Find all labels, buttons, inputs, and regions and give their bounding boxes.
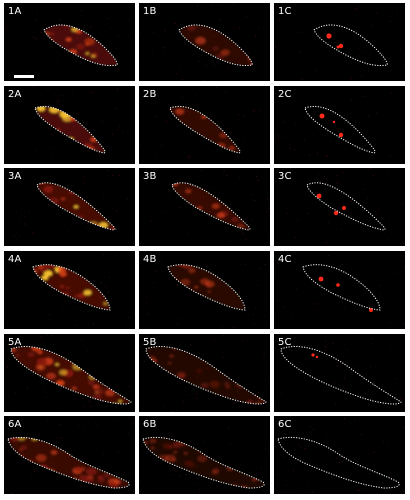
cell-outline	[304, 106, 376, 154]
panel-label: 1A	[8, 6, 22, 17]
signal-spot	[333, 210, 339, 216]
micrograph-panel: 4B	[139, 251, 270, 329]
panel-label: 4A	[8, 254, 22, 265]
cell-outline	[167, 264, 246, 311]
cell-outline	[280, 346, 402, 405]
micrograph-panel: 2C	[274, 86, 405, 164]
signal-spot	[338, 132, 344, 138]
panel-label: 6A	[8, 419, 22, 430]
panel-label: 1B	[143, 6, 157, 17]
signal-spot	[332, 120, 336, 124]
micrograph-panel: 2A	[4, 86, 135, 164]
micrograph-image	[7, 416, 135, 494]
cell-outline	[302, 264, 381, 311]
micrograph-panel: 2B	[139, 86, 270, 164]
cell-outline	[306, 182, 386, 231]
signal-spot	[319, 113, 325, 119]
micrograph-image	[4, 10, 135, 81]
panel-label: 5A	[8, 337, 22, 348]
cell-outline	[43, 24, 118, 66]
micrograph-image	[150, 170, 269, 242]
micrograph-panel: 3B	[139, 168, 270, 246]
cell-outline	[32, 264, 111, 311]
panel-label: 4B	[143, 254, 157, 265]
panel-label: 1C	[278, 6, 292, 17]
micrograph-panel: 4C	[274, 251, 405, 329]
micrograph-panel: 1C	[274, 3, 405, 81]
micrograph-image	[139, 257, 268, 329]
micrograph-image	[5, 170, 134, 246]
panel-label: 5C	[278, 337, 292, 348]
panel-label: 6C	[278, 419, 292, 430]
cell-outline	[277, 436, 400, 489]
signal-spot	[336, 283, 340, 287]
micrograph-image	[275, 4, 405, 80]
panel-label: 4C	[278, 254, 292, 265]
signal-spot	[336, 45, 340, 49]
signal-spot	[315, 355, 319, 359]
micrograph-panel: 3C	[274, 168, 405, 246]
micrograph-panel: 5C	[274, 334, 405, 412]
micrograph-image	[277, 335, 405, 409]
cell-outline	[34, 106, 106, 154]
micrograph-image	[139, 87, 265, 162]
cell-outline	[169, 106, 241, 154]
cell-outline	[145, 346, 267, 405]
micrograph-panel: 5A	[4, 334, 135, 412]
scale-bar	[14, 75, 34, 78]
micrograph-image	[139, 3, 260, 81]
panel-label: 6B	[143, 419, 157, 430]
micrograph-panel: 6A	[4, 416, 135, 494]
cell-outline	[36, 182, 116, 231]
cell-outline	[171, 182, 251, 231]
panel-label: 2C	[278, 89, 292, 100]
cell-outline	[10, 346, 132, 405]
micrograph-panel: 5B	[139, 334, 270, 412]
cell-outline	[313, 24, 388, 66]
micrograph-image	[4, 254, 130, 326]
micrograph-image	[274, 251, 405, 329]
micrograph-image	[277, 86, 405, 164]
signal-spot	[342, 206, 346, 210]
micrograph-panel: 3A	[4, 168, 135, 246]
micrograph-panel: 6B	[139, 416, 270, 494]
micrograph-panel: 1A	[4, 3, 135, 81]
signal-spot	[318, 276, 324, 282]
micrograph-image	[139, 416, 267, 494]
micrograph-image	[277, 418, 405, 494]
panel-label: 2A	[8, 89, 22, 100]
panel-label: 3C	[278, 171, 292, 182]
micrograph-image	[12, 86, 132, 163]
signal-spot	[338, 43, 344, 49]
micrograph-image	[6, 334, 132, 411]
panel-label: 5B	[143, 337, 157, 348]
micrograph-panel: 4A	[4, 251, 135, 329]
micrograph-panel: 6C	[274, 416, 405, 494]
panel-label: 2B	[143, 89, 157, 100]
signal-spot	[316, 193, 322, 199]
signal-spot	[311, 353, 315, 357]
panel-label: 3A	[8, 171, 22, 182]
cell-outline	[178, 24, 253, 66]
micrograph-image	[282, 168, 403, 246]
signal-spot	[326, 33, 332, 39]
micrograph-panel: 1B	[139, 3, 270, 81]
micrograph-image	[142, 334, 267, 412]
panel-label: 3B	[143, 171, 157, 182]
